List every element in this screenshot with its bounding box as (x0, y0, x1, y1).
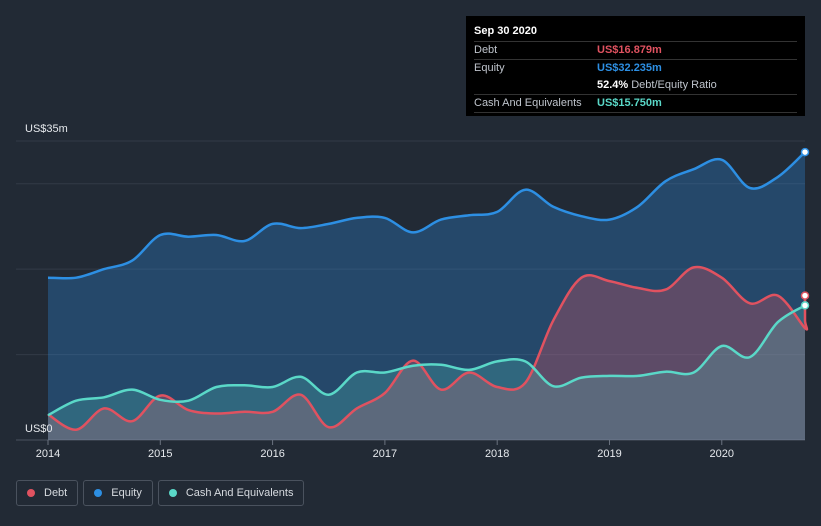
x-axis-ticks: 2014 2015 2016 2017 2018 2019 2020 (36, 440, 734, 460)
tooltip-row-debt: Debt US$16.879m (474, 41, 797, 59)
tooltip-value: US$32.235m (597, 62, 662, 74)
tooltip-label: Debt (474, 44, 498, 56)
tooltip-label (474, 77, 597, 94)
x-tick-label: 2016 (260, 448, 284, 460)
equity-dot-icon (94, 489, 103, 497)
x-tick-label: 2014 (36, 448, 60, 460)
y-axis-bottom-label: US$0 (25, 423, 53, 435)
series-areas (48, 152, 807, 440)
cash-and-equivalents-line (47, 304, 806, 417)
legend-item-equity[interactable]: Equity (83, 480, 153, 506)
debt-area (48, 267, 807, 440)
series-lines (47, 151, 809, 431)
cash-dot-icon (168, 489, 177, 497)
tooltip-panel: Sep 30 2020 Debt US$16.879m Equity US$32… (466, 16, 805, 116)
tooltip-date: Sep 30 2020 (474, 25, 537, 37)
cash-and-equivalents-end-marker (800, 301, 810, 310)
tooltip-value: 52.4% (597, 79, 629, 91)
tooltip-value: US$15.750m (597, 97, 662, 109)
tooltip-row-equity: Equity US$32.235m (474, 59, 797, 77)
legend-label: Debt (44, 487, 68, 499)
grid-lines (16, 140, 805, 441)
x-tick-label: 2019 (597, 448, 621, 460)
debt-end-marker (800, 291, 810, 300)
x-tick-label: 2018 (485, 448, 509, 460)
tooltip-label: Cash And Equivalents (474, 97, 582, 109)
equity-line (47, 151, 806, 280)
legend-label: Equity (111, 487, 142, 499)
legend-item-cash[interactable]: Cash And Equivalents (157, 480, 305, 506)
legend-item-debt[interactable]: Debt (16, 480, 79, 506)
debt-dot-icon (27, 489, 35, 497)
tooltip-row-cash: Cash And Equivalents US$15.750m (474, 94, 797, 113)
legend-label: Cash And Equivalents (185, 487, 294, 499)
tooltip-row-ratio: 52.4% Debt/Equity Ratio (474, 77, 797, 94)
tooltip-label: Equity (474, 62, 505, 74)
x-tick-label: 2017 (373, 448, 397, 460)
tooltip-ratio-label: Debt/Equity Ratio (631, 79, 717, 91)
y-axis-top-label: US$35m (25, 123, 68, 135)
debt-line (47, 265, 809, 431)
legend: Debt Equity Cash And Equivalents (16, 480, 309, 506)
x-tick-label: 2020 (710, 448, 734, 460)
equity-area (48, 152, 805, 440)
series-end-markers (800, 147, 810, 310)
tooltip-value: US$16.879m (597, 44, 662, 56)
equity-end-marker (800, 147, 810, 157)
x-tick-label: 2015 (148, 448, 172, 460)
